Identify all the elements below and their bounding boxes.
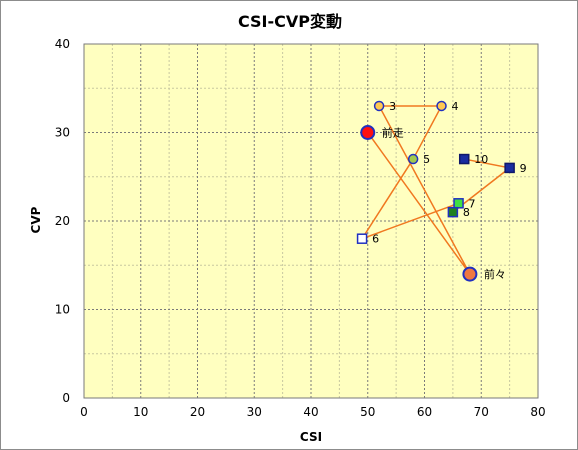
x-tick-label: 60 <box>417 405 432 419</box>
x-tick-label: 0 <box>80 405 88 419</box>
marker-square <box>504 162 515 174</box>
x-tick-label: 10 <box>133 405 148 419</box>
x-tick-label: 50 <box>360 405 375 419</box>
point-label: 9 <box>520 162 527 175</box>
chart-title: CSI-CVP変動 <box>238 12 342 31</box>
marker-square <box>447 206 459 218</box>
marker-circle-large <box>360 125 376 140</box>
point-label: 10 <box>474 153 488 166</box>
point-label: 前々 <box>484 267 506 281</box>
marker-circle-large <box>462 266 478 282</box>
point-label: 前走 <box>382 126 404 140</box>
marker-circle <box>373 100 385 112</box>
x-tick-label: 40 <box>303 405 318 419</box>
y-tick-label: 10 <box>55 303 70 317</box>
x-tick-label: 20 <box>190 405 205 419</box>
point-label: 4 <box>452 100 459 113</box>
point-label: 6 <box>372 233 379 246</box>
major-gridlines <box>84 44 538 398</box>
plot-border <box>83 43 539 399</box>
marker-circle <box>436 100 447 112</box>
x-tick-label: 70 <box>474 405 489 419</box>
point-label: 7 <box>469 197 476 210</box>
marker-circle <box>407 153 419 165</box>
marker-square <box>453 198 464 209</box>
y-tick-label: 30 <box>55 126 70 140</box>
point-label: 8 <box>463 206 470 219</box>
point-label: 5 <box>423 153 430 166</box>
y-axis-label: CVP <box>29 206 43 233</box>
x-tick-label: 30 <box>247 405 262 419</box>
series-line <box>361 105 511 275</box>
x-axis-ticks: 0 10 20 30 40 50 60 70 80 <box>80 405 545 419</box>
series-markers <box>356 100 515 282</box>
series-polyline <box>361 105 511 275</box>
x-axis-label: CSI <box>300 430 322 444</box>
x-tick-label: 80 <box>530 405 545 419</box>
y-tick-label: 40 <box>55 37 70 51</box>
marker-square <box>458 153 470 165</box>
point-label: 3 <box>389 100 396 113</box>
marker-square <box>356 233 368 244</box>
y-tick-label: 20 <box>55 214 70 228</box>
y-tick-label: 0 <box>62 391 70 405</box>
y-axis-ticks: 0 10 20 30 40 <box>55 37 70 405</box>
